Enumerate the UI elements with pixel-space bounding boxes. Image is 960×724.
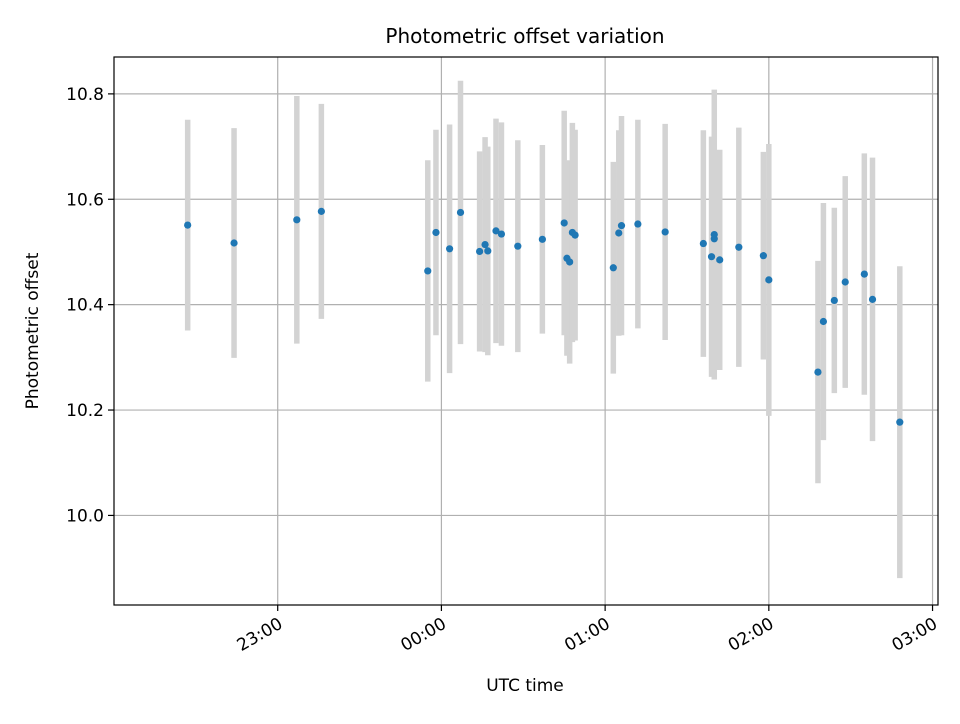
data-point	[765, 276, 773, 284]
data-point	[293, 216, 301, 224]
data-point	[446, 245, 454, 253]
data-point	[710, 230, 718, 239]
data-point	[707, 253, 716, 261]
data-point	[476, 247, 484, 256]
data-point	[497, 230, 506, 238]
data-point	[456, 208, 465, 217]
chart-title: Photometric offset variation	[385, 24, 664, 48]
data-point	[860, 270, 868, 278]
data-point	[699, 239, 707, 248]
data-point	[538, 235, 546, 243]
data-point	[735, 243, 743, 251]
data-point	[814, 368, 822, 376]
data-point	[184, 221, 192, 229]
y-tick-label: 10.6	[66, 190, 104, 210]
data-point	[432, 228, 440, 237]
data-point	[634, 220, 642, 228]
data-point	[868, 295, 877, 303]
y-tick-label: 10.2	[66, 401, 104, 421]
y-tick-label: 10.4	[66, 296, 104, 316]
data-point	[424, 267, 432, 275]
data-point	[759, 252, 767, 260]
data-point	[615, 229, 623, 237]
data-point	[317, 207, 325, 215]
y-tick-label: 10.8	[66, 85, 104, 105]
data-point	[484, 247, 492, 255]
markers	[184, 207, 904, 426]
data-point	[571, 231, 579, 239]
data-point	[481, 240, 489, 249]
plot-frame	[113, 56, 939, 606]
data-point	[896, 418, 904, 426]
data-point	[830, 296, 838, 305]
data-point	[716, 256, 724, 264]
data-point	[841, 278, 849, 286]
data-point	[514, 242, 522, 250]
data-point	[617, 222, 626, 230]
y-tick-label: 10.0	[66, 506, 104, 526]
data-point	[492, 227, 500, 235]
data-point	[819, 317, 828, 326]
data-point	[560, 219, 568, 227]
data-point	[566, 258, 574, 266]
x-axis-label: UTC time	[486, 676, 564, 696]
y-axis-ticks: 10.0 10.2 10.4 10.6 10.8	[66, 85, 114, 526]
data-point	[661, 228, 669, 236]
data-point	[609, 264, 617, 272]
y-axis-label: Photometric offset	[23, 252, 43, 409]
grid	[114, 57, 938, 605]
data-point	[230, 239, 238, 247]
